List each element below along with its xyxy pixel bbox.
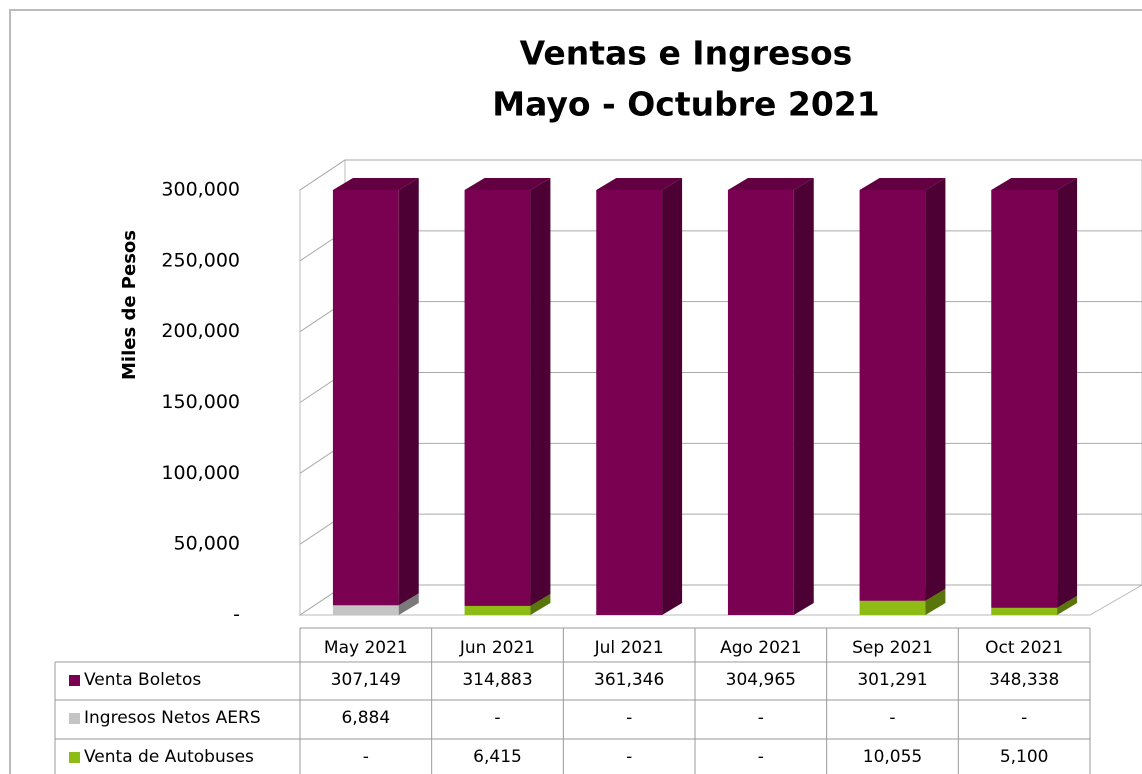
data-label: 6,884 <box>341 708 390 728</box>
bar-segment <box>991 190 1058 608</box>
data-label: - <box>1021 708 1027 728</box>
data-label: 301,291 <box>857 670 927 690</box>
bar-top <box>332 178 419 190</box>
y-tick-label: 50,000 <box>174 533 240 555</box>
chart-title: Ventas e Ingresos <box>520 34 853 73</box>
bar-segment <box>991 607 1058 615</box>
y-tick-label: 250,000 <box>161 249 240 271</box>
x-tick-label: Jul 2021 <box>594 638 664 658</box>
bar-side <box>925 178 946 601</box>
x-tick-label: Jun 2021 <box>459 638 535 658</box>
data-label: - <box>494 708 500 728</box>
bar-side <box>530 178 551 606</box>
data-label: 307,149 <box>331 670 401 690</box>
y-tick-label: 300,000 <box>161 179 240 201</box>
data-label: 6,415 <box>473 747 522 767</box>
bar-segment <box>859 600 926 615</box>
bar-segment <box>332 605 399 615</box>
data-label: 314,883 <box>462 670 532 690</box>
bar-top <box>859 178 946 190</box>
data-label: 361,346 <box>594 670 664 690</box>
bar-top <box>991 178 1078 190</box>
bar-top <box>596 178 683 190</box>
bar-side <box>662 178 683 615</box>
y-tick-label: 100,000 <box>161 462 240 484</box>
bar-segment <box>464 605 531 615</box>
legend-label: Venta Boletos <box>84 670 201 690</box>
data-label: 5,100 <box>1000 747 1049 767</box>
data-label: 304,965 <box>726 670 796 690</box>
y-axis-label: Miles de Pesos <box>119 230 140 380</box>
bar-top <box>727 178 814 190</box>
legend-swatch <box>69 752 80 763</box>
data-label: - <box>626 747 632 767</box>
y-tick-label: 150,000 <box>161 391 240 413</box>
data-label: - <box>363 747 369 767</box>
chart-subtitle: Mayo - Octubre 2021 <box>492 85 879 124</box>
legend-label: Venta de Autobuses <box>84 747 254 767</box>
data-label: 10,055 <box>863 747 922 767</box>
y-tick-label: 200,000 <box>161 320 240 342</box>
data-label: - <box>889 708 895 728</box>
data-label: - <box>758 747 764 767</box>
bar-side <box>398 593 419 615</box>
data-label: - <box>626 708 632 728</box>
grid-line <box>299 159 346 191</box>
x-tick-label: May 2021 <box>324 638 408 658</box>
legend-swatch <box>69 675 80 686</box>
y-tick-label: - <box>233 604 240 626</box>
x-tick-label: Oct 2021 <box>985 638 1063 658</box>
bar-segment <box>596 190 663 615</box>
bar-side <box>925 588 946 615</box>
x-tick-label: Ago 2021 <box>720 638 802 658</box>
bar-segment <box>859 190 926 601</box>
bar-side <box>793 178 814 615</box>
bar-top <box>464 178 551 190</box>
chart-frame <box>9 9 1142 774</box>
bar-side <box>398 178 419 606</box>
bar-side <box>530 593 551 615</box>
bar-side <box>1057 595 1078 615</box>
bar-side <box>1057 178 1078 608</box>
bar-segment <box>332 190 399 606</box>
legend-label: Ingresos Netos AERS <box>84 708 261 728</box>
data-label: 348,338 <box>989 670 1059 690</box>
bar-segment <box>464 190 531 606</box>
legend-swatch <box>69 713 80 724</box>
bar-segment <box>727 190 794 615</box>
x-tick-label: Sep 2021 <box>852 638 933 658</box>
data-label: - <box>758 708 764 728</box>
